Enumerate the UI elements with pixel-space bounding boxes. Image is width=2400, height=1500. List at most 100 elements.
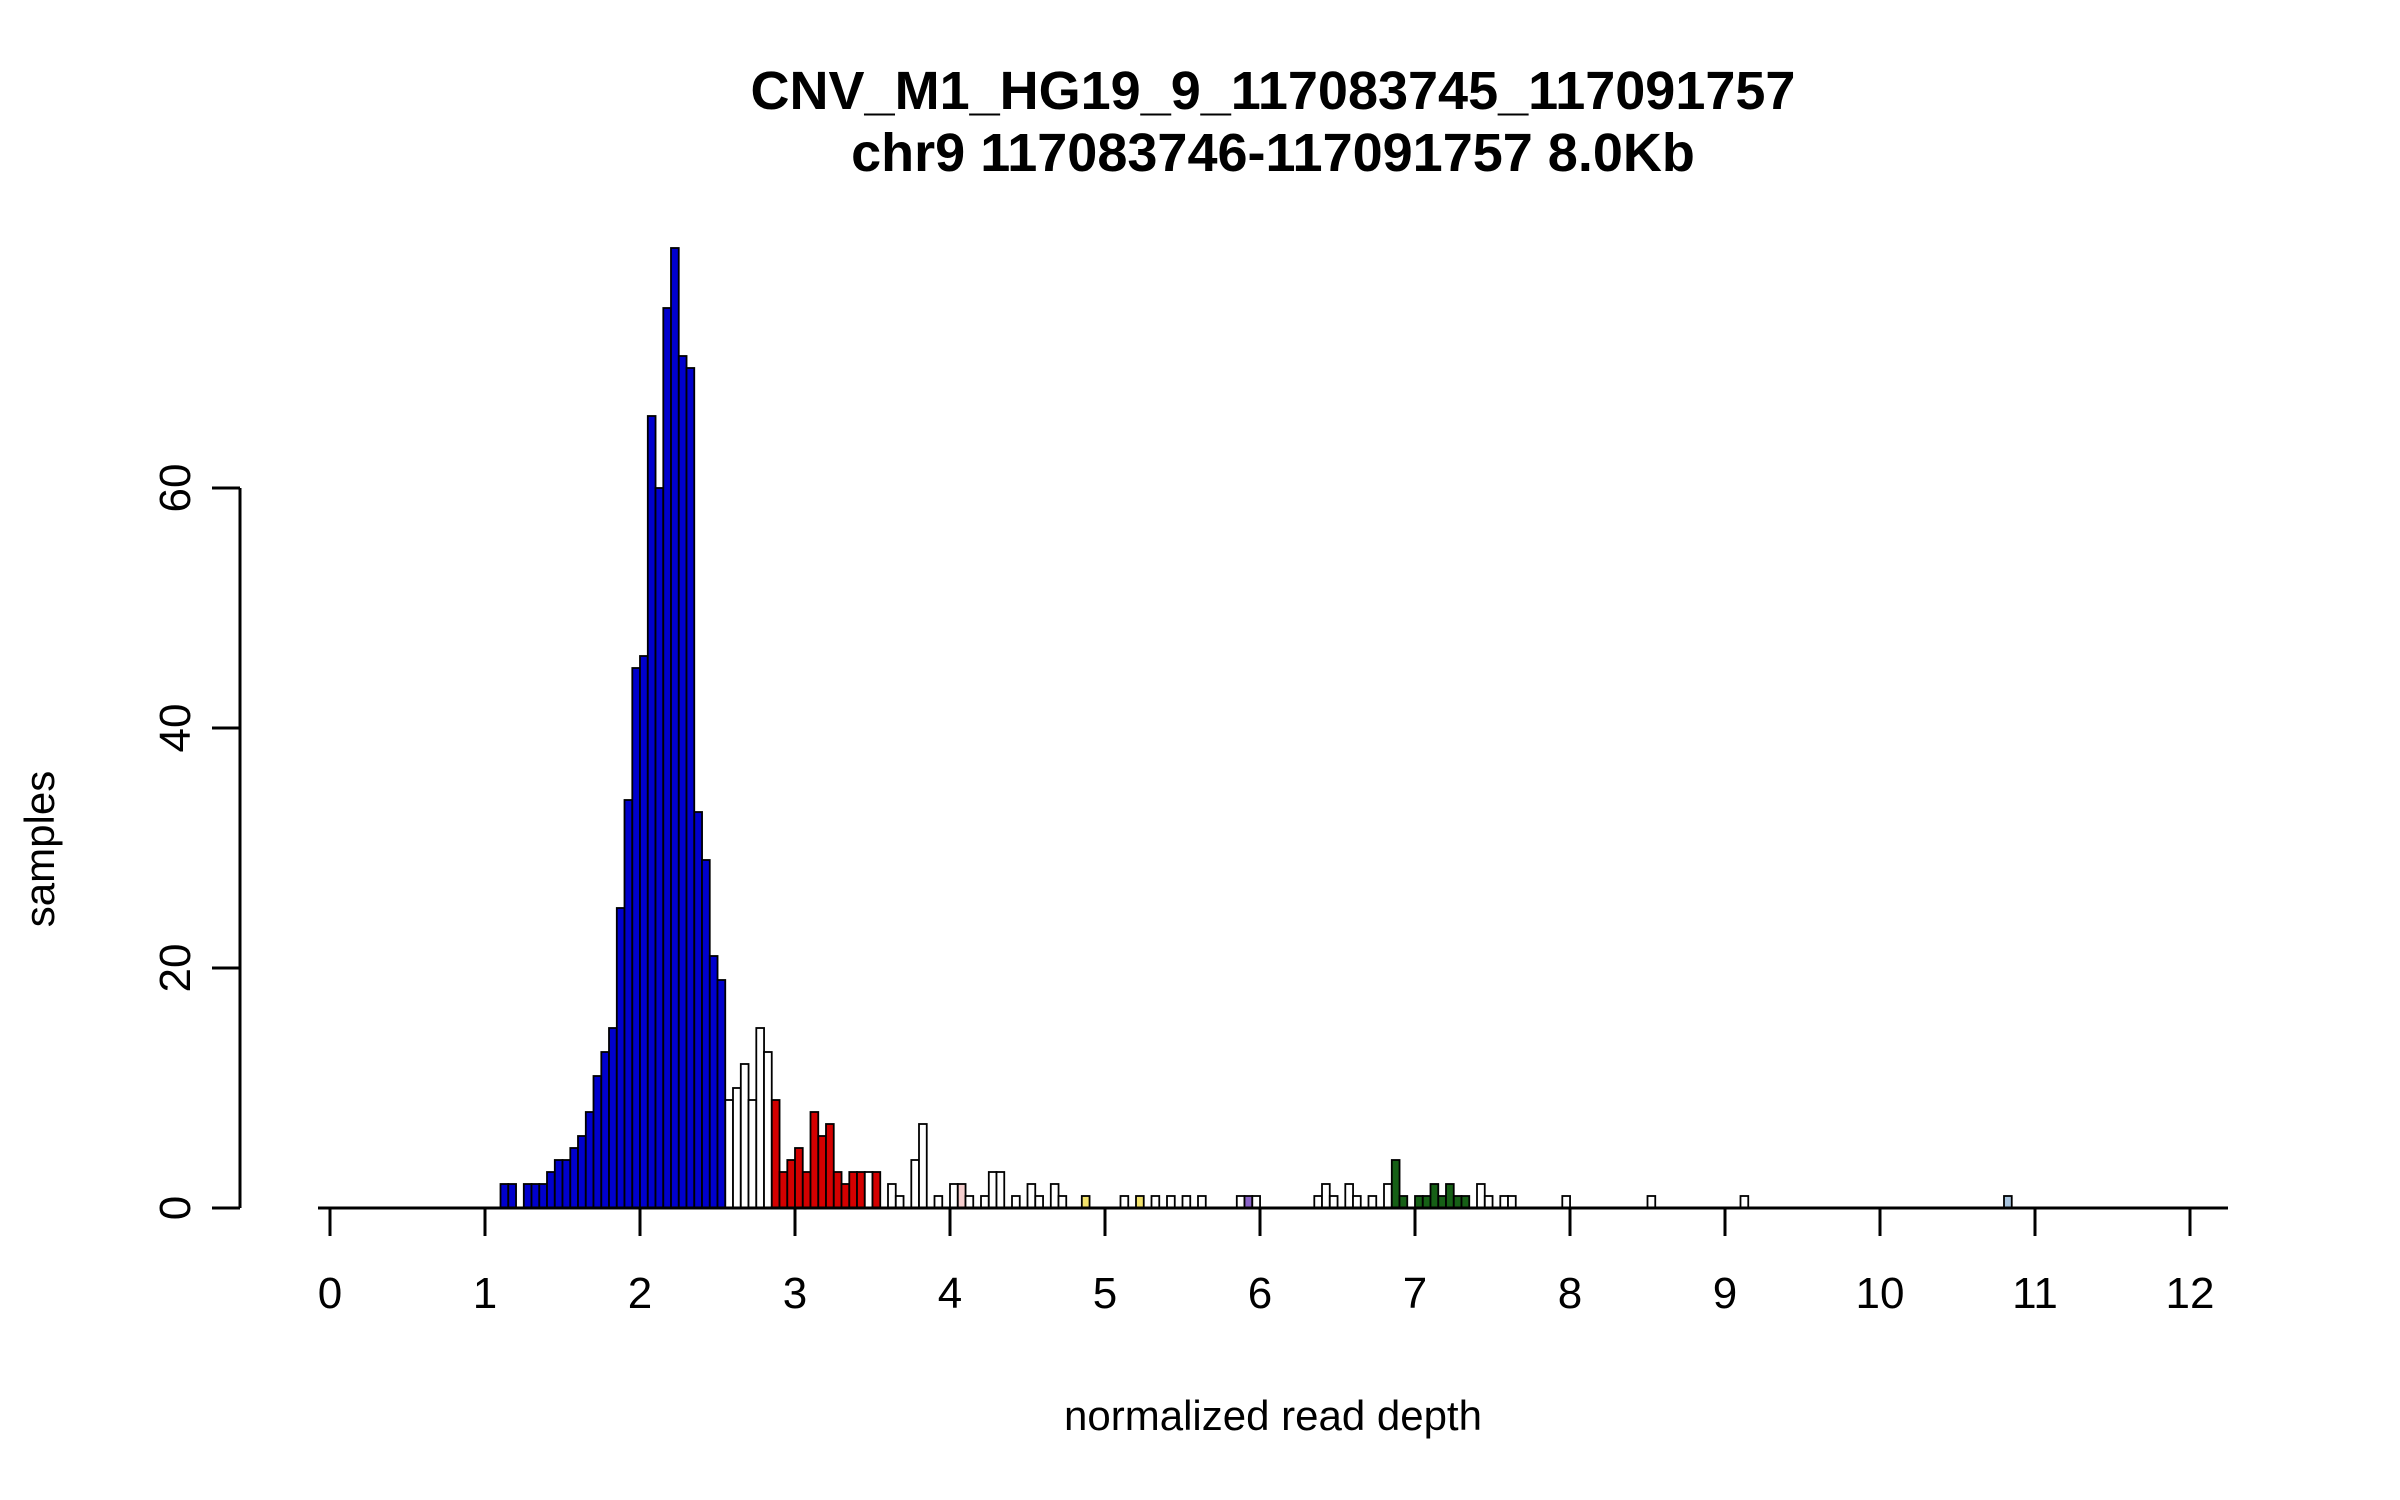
histogram-bar [1313, 1195, 1323, 1209]
chart-subtitle: chr9 117083746-117091757 8.0Kb [851, 123, 1695, 183]
histogram-bar [1739, 1195, 1750, 1209]
histogram-bar [995, 1171, 1006, 1209]
x-tick-label: 10 [1856, 1269, 1905, 1318]
histogram-bar [863, 1171, 874, 1209]
histogram-bar [1135, 1195, 1145, 1209]
histogram-bar [887, 1183, 897, 1209]
histogram-bar [2003, 1195, 2013, 1209]
histogram-bar [677, 355, 688, 1209]
histogram-bar [1034, 1195, 1044, 1209]
histogram-bar [949, 1183, 959, 1209]
histogram-bar [794, 1147, 804, 1209]
histogram-bar [1166, 1195, 1176, 1209]
histogram-bar [778, 1171, 789, 1209]
histogram-bar [1452, 1195, 1463, 1209]
histogram-bar [701, 859, 711, 1209]
histogram-bar [1476, 1183, 1486, 1209]
histogram-bar [708, 955, 719, 1209]
chart-title: CNV_M1_HG19_9_117083745_117091757 [750, 61, 1796, 121]
histogram-bar [987, 1171, 998, 1209]
histogram-bar [1437, 1195, 1447, 1209]
histogram-bar [1483, 1195, 1494, 1209]
histogram-bar [1235, 1195, 1246, 1209]
histogram-bar [1150, 1195, 1161, 1209]
histogram-bar [1421, 1195, 1432, 1209]
histogram-bar [732, 1087, 742, 1209]
x-tick-label: 3 [783, 1269, 807, 1318]
histogram-bar [1080, 1195, 1091, 1209]
histogram-bar [910, 1159, 920, 1209]
histogram-bar [662, 307, 672, 1209]
histogram-bar [685, 367, 696, 1209]
histogram-bar [1646, 1195, 1657, 1209]
histogram-bar [848, 1171, 858, 1209]
histogram-bar [1390, 1159, 1401, 1209]
histogram-bar [530, 1183, 541, 1209]
histogram-bar [1057, 1195, 1068, 1209]
histogram-bar [1414, 1195, 1424, 1209]
histogram-bar [747, 1099, 758, 1209]
y-tick-label: 20 [151, 944, 200, 993]
histogram-bar [600, 1051, 610, 1209]
x-tick-label: 9 [1713, 1269, 1737, 1318]
x-tick-label: 8 [1558, 1269, 1582, 1318]
y-tick-label: 60 [151, 464, 200, 513]
x-tick-label: 5 [1093, 1269, 1117, 1318]
histogram-bar [522, 1183, 533, 1209]
histogram-bar [1243, 1195, 1254, 1209]
histogram-bar [801, 1171, 812, 1209]
histogram-bar [499, 1183, 510, 1209]
histogram-bar [1049, 1183, 1060, 1209]
histogram-bar [1251, 1195, 1261, 1209]
histogram-bar [716, 979, 727, 1209]
x-axis-label: normalized read depth [1064, 1392, 1482, 1439]
histogram-bar [592, 1075, 603, 1209]
histogram-bar [1499, 1195, 1509, 1209]
histogram-bar [786, 1159, 796, 1209]
histogram-bar [546, 1171, 556, 1209]
histogram-bar [1445, 1183, 1455, 1209]
histogram-bar [1398, 1195, 1409, 1209]
histogram-bar [840, 1183, 851, 1209]
histogram-bar [980, 1195, 990, 1209]
x-tick-label: 12 [2166, 1269, 2215, 1318]
histogram-bar [770, 1099, 781, 1209]
histogram-bar [577, 1135, 587, 1209]
histogram-bar [615, 907, 626, 1209]
x-tick-label: 2 [628, 1269, 652, 1318]
histogram-bar [894, 1195, 905, 1209]
y-tick-label: 40 [151, 704, 200, 753]
histogram-bar [832, 1171, 843, 1209]
histogram-bar [639, 655, 649, 1209]
histogram-bar [623, 799, 634, 1209]
x-tick-label: 0 [318, 1269, 342, 1318]
histogram-bar [1181, 1195, 1192, 1209]
histogram-bar [1367, 1195, 1378, 1209]
histogram-bar [755, 1027, 765, 1209]
histogram-bar [646, 415, 657, 1209]
histogram-bar [507, 1183, 517, 1209]
histogram-bar [670, 247, 680, 1209]
histogram-bar [933, 1195, 944, 1209]
histogram-bar [1507, 1195, 1517, 1209]
histogram-bar [724, 1099, 734, 1209]
histogram-bar [569, 1147, 579, 1209]
histogram-bar [956, 1183, 967, 1209]
histogram-bar [825, 1123, 835, 1209]
histogram-bar [1429, 1183, 1440, 1209]
histogram-bar [1344, 1183, 1354, 1209]
x-tick-label: 4 [938, 1269, 962, 1318]
histogram-bar [1383, 1183, 1393, 1209]
histogram-bar [1460, 1195, 1471, 1209]
histogram-bar [1352, 1195, 1362, 1209]
histogram-bar [584, 1111, 595, 1209]
histogram-bar [538, 1183, 548, 1209]
histogram-bar [654, 487, 665, 1209]
histogram-bar [817, 1135, 827, 1209]
histogram-bar [918, 1123, 928, 1209]
histogram-bar [739, 1063, 750, 1209]
histogram-bar [763, 1051, 773, 1209]
histogram-bar [561, 1159, 572, 1209]
